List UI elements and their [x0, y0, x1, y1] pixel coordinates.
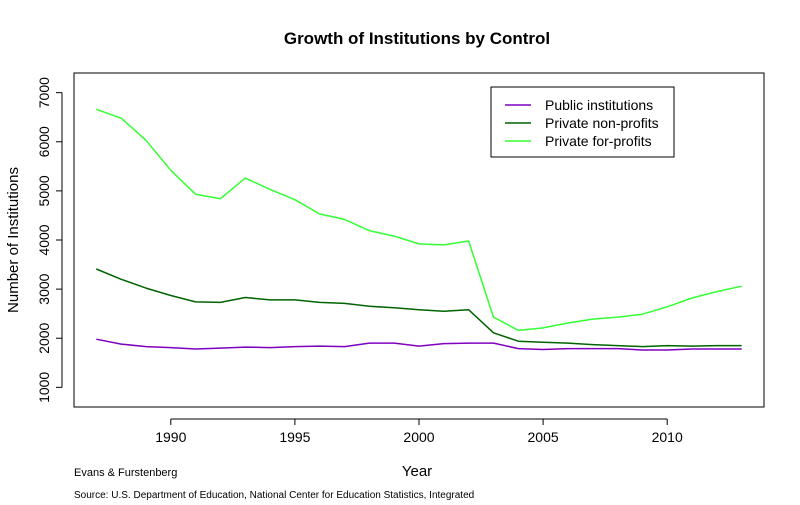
series-line-1 [96, 338, 742, 351]
x-axis-label: Year [402, 463, 432, 480]
y-tick-label-6000: 6000 [36, 126, 52, 157]
y-tick-label-2000: 2000 [36, 322, 52, 353]
x-tick-label-2005: 2005 [528, 429, 559, 445]
y-tick-label-3000: 3000 [36, 273, 52, 304]
y-axis-label: Number of Institutions [5, 167, 22, 313]
legend-label-1: Public institutions [545, 97, 653, 113]
caption-left: Evans & Furstenberg [74, 467, 177, 479]
legend-label-3: Private for-profits [545, 133, 652, 149]
series-lines [96, 108, 742, 351]
legend-label-2: Private non-profits [545, 115, 659, 131]
series-line-3 [96, 108, 742, 332]
y-tick-label-5000: 5000 [36, 175, 52, 206]
x-axis: 1990 1995 2000 2005 2010 [155, 418, 683, 445]
y-tick-label-1000: 1000 [36, 372, 52, 403]
y-axis: 1000 2000 3000 4000 5000 6000 7000 [36, 77, 63, 403]
x-tick-label-2010: 2010 [652, 429, 683, 445]
x-tick-label-1990: 1990 [155, 429, 186, 445]
source-note: Source: U.S. Department of Education, Na… [74, 490, 474, 500]
plot-frame [73, 72, 765, 408]
series-line-2 [96, 268, 742, 348]
legend: Public institutions Private non-profits Pr… [490, 86, 675, 158]
y-tick-label-4000: 4000 [36, 224, 52, 255]
chart-title: Growth of Institutions by Control [284, 29, 550, 48]
legend-box [490, 86, 675, 158]
x-tick-label-1995: 1995 [279, 429, 310, 445]
x-tick-label-2000: 2000 [403, 429, 434, 445]
y-tick-label-7000: 7000 [36, 77, 52, 108]
